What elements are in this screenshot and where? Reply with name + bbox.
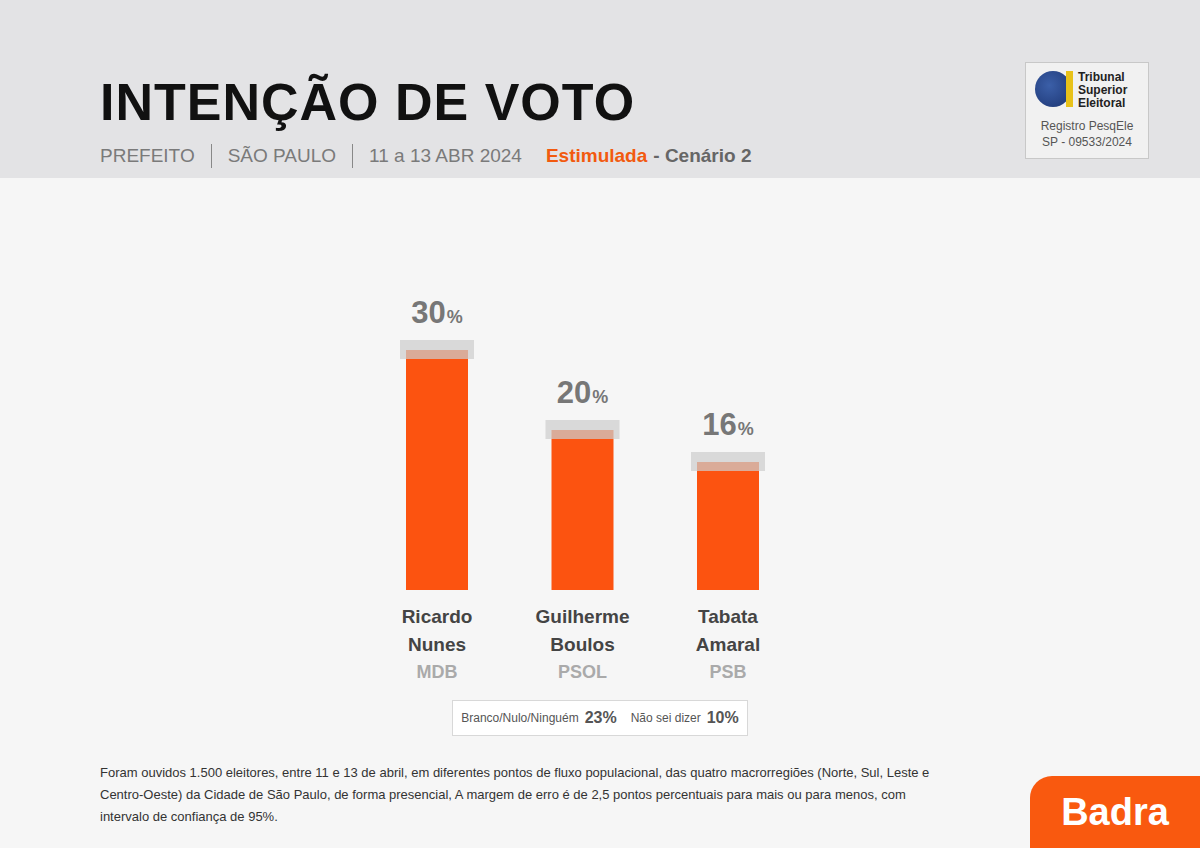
html-text:Registro PesqEle: Registro PesqEle	[1040, 119, 1134, 133]
svg-text:20: 20	[557, 375, 591, 410]
html-text:SÃO PAULO: SÃO PAULO	[227, 145, 337, 166]
svg-text:Tabata: Tabata	[698, 606, 758, 627]
svg-text:Ricardo: Ricardo	[402, 606, 473, 627]
svg-text:MDB: MDB	[417, 662, 458, 682]
svg-text:PSB: PSB	[709, 662, 746, 682]
svg-text:%: %	[738, 419, 754, 439]
svg-text:%: %	[592, 387, 608, 407]
svg-text:Boulos: Boulos	[550, 634, 614, 655]
svg-text:%: %	[447, 307, 463, 327]
html-text:Superior: Superior	[1078, 83, 1128, 97]
svg-text:PSOL: PSOL	[558, 662, 607, 682]
svg-text:Nunes: Nunes	[408, 634, 466, 655]
html-text:11 a 13 ABR 2024: 11 a 13 ABR 2024	[369, 145, 522, 166]
html-text:SP - 09533/2024: SP - 09533/2024	[1042, 135, 1132, 149]
html-text:PREFEITO: PREFEITO	[100, 145, 195, 166]
html-text:Badra: Badra	[1061, 790, 1169, 833]
html-text:Eleitoral: Eleitoral	[1078, 96, 1126, 110]
svg-text:16: 16	[702, 407, 736, 442]
svg-text:Amaral: Amaral	[696, 634, 760, 655]
html-text:INTENÇÃO DE VOTO: INTENÇÃO DE VOTO	[100, 73, 636, 131]
html-text:Branco/Nulo/Ninguém 23%: Branco/Nulo/Ninguém 23%	[461, 709, 617, 726]
html-text:Estimulada - Cenário 2: Estimulada - Cenário 2	[545, 145, 752, 166]
html-text:Foram ouvidos 1.500 eleitores,: Foram ouvidos 1.500 eleitores, entre 11 …	[100, 765, 930, 824]
html-text:Tribunal: Tribunal	[1078, 70, 1125, 84]
html-text:Não sei dizer 10%: Não sei dizer 10%	[630, 709, 739, 726]
svg-text:Guilherme: Guilherme	[536, 606, 630, 627]
svg-text:30: 30	[411, 295, 445, 330]
